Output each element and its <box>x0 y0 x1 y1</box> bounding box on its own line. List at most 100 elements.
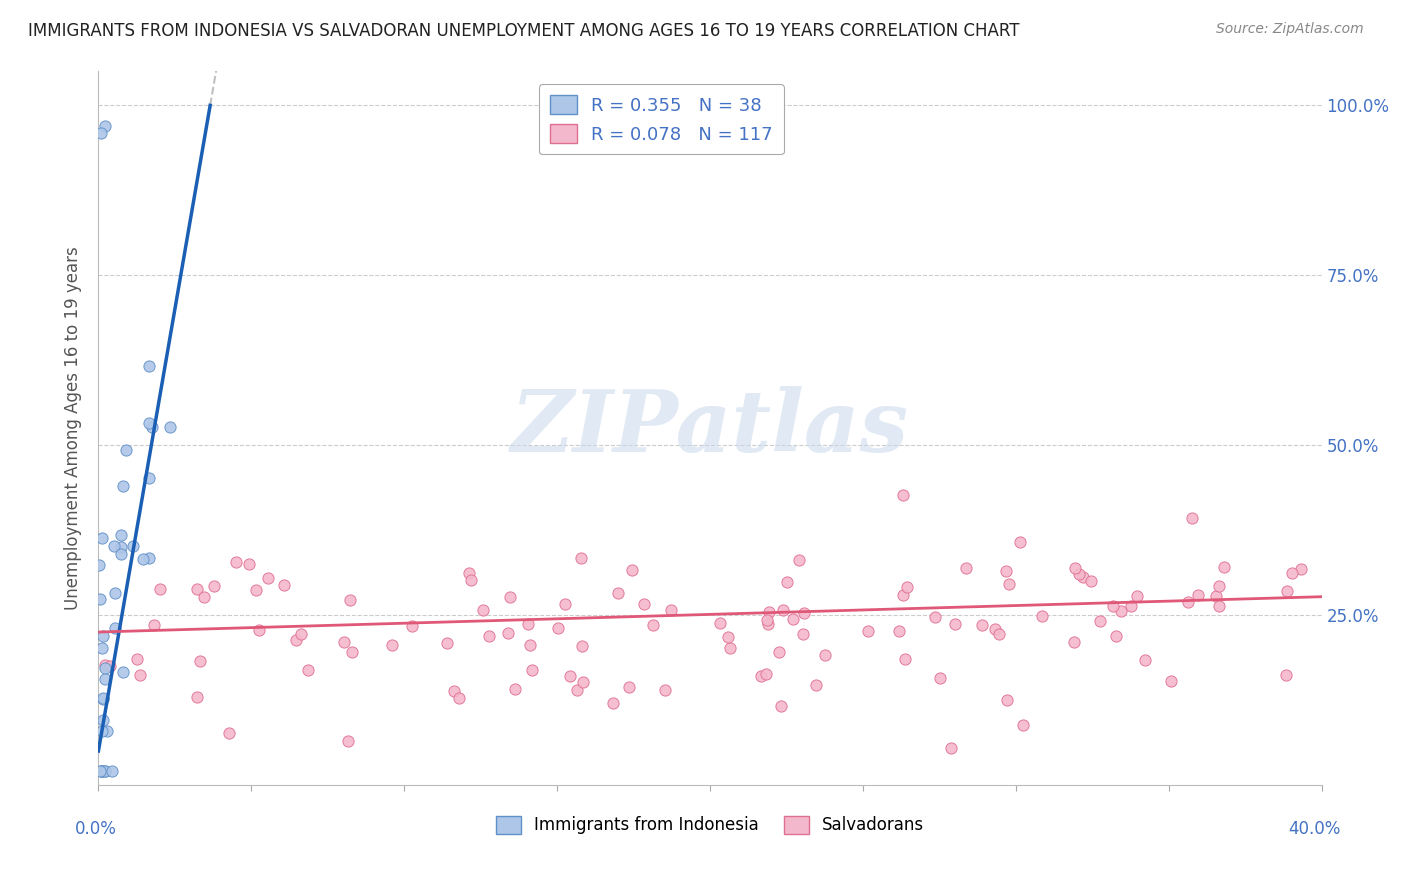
Point <box>554 597 576 611</box>
Point <box>186 690 208 705</box>
Point <box>606 586 628 600</box>
Point <box>93 661 115 675</box>
Point <box>460 573 482 587</box>
Point <box>94 672 117 686</box>
Point <box>782 612 804 626</box>
Point <box>1111 604 1133 618</box>
Point <box>110 528 132 542</box>
Point <box>547 621 569 635</box>
Point <box>443 684 465 698</box>
Point <box>436 636 458 650</box>
Point <box>929 671 952 685</box>
Point <box>814 648 837 662</box>
Point <box>284 632 307 647</box>
Point <box>290 627 312 641</box>
Point <box>238 557 260 571</box>
Point <box>89 592 111 607</box>
Point <box>972 618 994 632</box>
Point <box>1071 570 1094 584</box>
Point <box>110 547 132 561</box>
Point <box>90 531 112 545</box>
Point <box>89 764 111 779</box>
Point <box>571 639 593 653</box>
Text: 40.0%: 40.0% <box>1288 820 1341 838</box>
Point <box>998 576 1021 591</box>
Point <box>718 641 741 656</box>
Legend: Immigrants from Indonesia, Salvadorans: Immigrants from Indonesia, Salvadorans <box>489 809 931 841</box>
Point <box>94 119 117 133</box>
Point <box>110 540 132 554</box>
Point <box>1177 595 1199 609</box>
Point <box>91 640 114 655</box>
Point <box>893 652 915 666</box>
Point <box>1080 574 1102 588</box>
Point <box>804 677 827 691</box>
Point <box>94 764 117 779</box>
Point <box>93 691 115 706</box>
Point <box>955 561 977 575</box>
Point <box>496 626 519 640</box>
Point <box>141 420 163 434</box>
Point <box>619 680 641 694</box>
Point <box>340 645 363 659</box>
Point <box>1281 566 1303 580</box>
Point <box>103 539 125 553</box>
Point <box>96 723 118 738</box>
Point <box>245 582 267 597</box>
Point <box>114 442 136 457</box>
Point <box>924 610 946 624</box>
Point <box>1010 534 1032 549</box>
Point <box>94 764 117 779</box>
Point <box>129 667 152 681</box>
Point <box>1213 559 1236 574</box>
Point <box>1208 579 1230 593</box>
Point <box>717 631 740 645</box>
Point <box>792 627 814 641</box>
Point <box>91 714 114 728</box>
Point <box>138 416 160 430</box>
Point <box>100 659 122 673</box>
Point <box>887 624 910 638</box>
Point <box>1187 588 1209 602</box>
Point <box>602 697 624 711</box>
Point <box>1064 560 1087 574</box>
Point <box>565 683 588 698</box>
Point <box>132 552 155 566</box>
Text: ZIPatlas: ZIPatlas <box>510 386 910 470</box>
Point <box>503 682 526 697</box>
Point <box>755 666 778 681</box>
Point <box>401 619 423 633</box>
Point <box>91 764 114 779</box>
Point <box>225 555 247 569</box>
Point <box>159 420 181 434</box>
Point <box>91 724 114 739</box>
Point <box>122 539 145 553</box>
Point <box>91 764 114 779</box>
Point <box>218 726 240 740</box>
Point <box>792 606 814 620</box>
Point <box>339 593 361 607</box>
Point <box>1205 589 1227 603</box>
Point <box>336 733 359 747</box>
Point <box>202 579 225 593</box>
Point <box>93 658 115 673</box>
Point <box>995 692 1018 706</box>
Point <box>1208 599 1230 613</box>
Text: 0.0%: 0.0% <box>75 820 117 838</box>
Point <box>756 613 779 627</box>
Point <box>756 616 779 631</box>
Point <box>1063 634 1085 648</box>
Point <box>112 665 135 679</box>
Point <box>519 638 541 652</box>
Point <box>891 587 914 601</box>
Point <box>1119 599 1142 614</box>
Point <box>776 574 799 589</box>
Point <box>247 623 270 637</box>
Point <box>138 550 160 565</box>
Point <box>787 553 810 567</box>
Point <box>143 618 166 632</box>
Point <box>1101 599 1123 613</box>
Point <box>91 690 114 705</box>
Point <box>381 638 404 652</box>
Point <box>621 562 644 576</box>
